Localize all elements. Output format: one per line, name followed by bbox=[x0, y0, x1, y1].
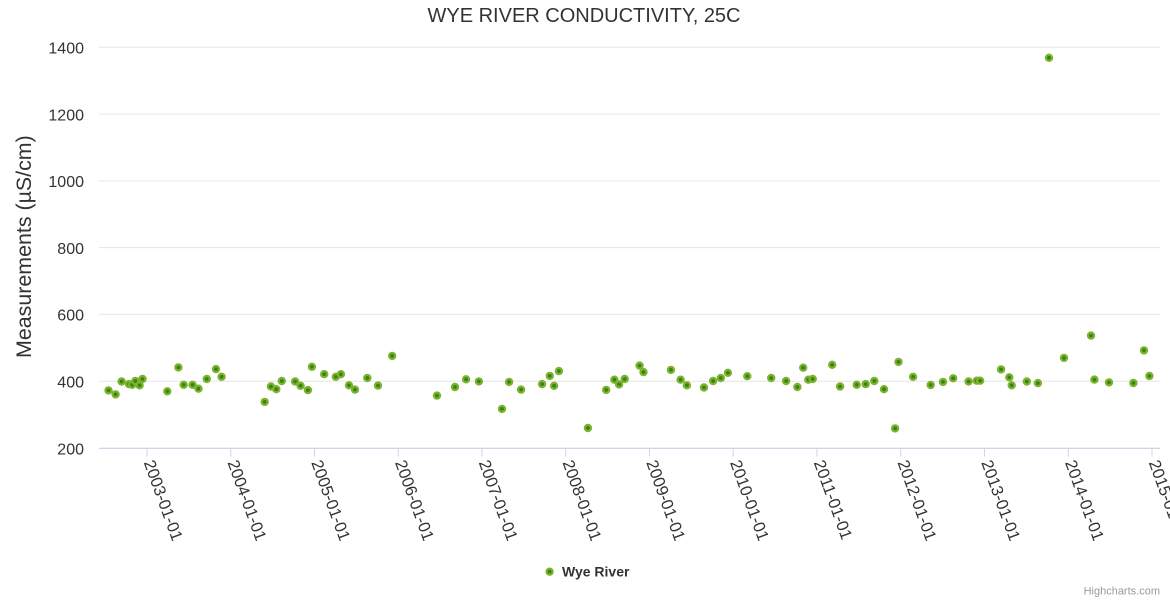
svg-text:Highcharts.com: Highcharts.com bbox=[1084, 586, 1160, 598]
svg-text:WYE RIVER CONDUCTIVITY, 25C: WYE RIVER CONDUCTIVITY, 25C bbox=[427, 5, 740, 27]
svg-text:600: 600 bbox=[57, 308, 84, 325]
svg-text:1000: 1000 bbox=[48, 174, 84, 191]
svg-text:400: 400 bbox=[57, 375, 84, 392]
svg-text:800: 800 bbox=[57, 241, 84, 258]
svg-text:Wye River: Wye River bbox=[562, 564, 630, 580]
svg-text:1200: 1200 bbox=[48, 107, 84, 124]
svg-text:Measurements (µS/cm): Measurements (µS/cm) bbox=[12, 135, 36, 358]
svg-text:200: 200 bbox=[57, 441, 84, 458]
svg-text:1400: 1400 bbox=[48, 41, 84, 58]
